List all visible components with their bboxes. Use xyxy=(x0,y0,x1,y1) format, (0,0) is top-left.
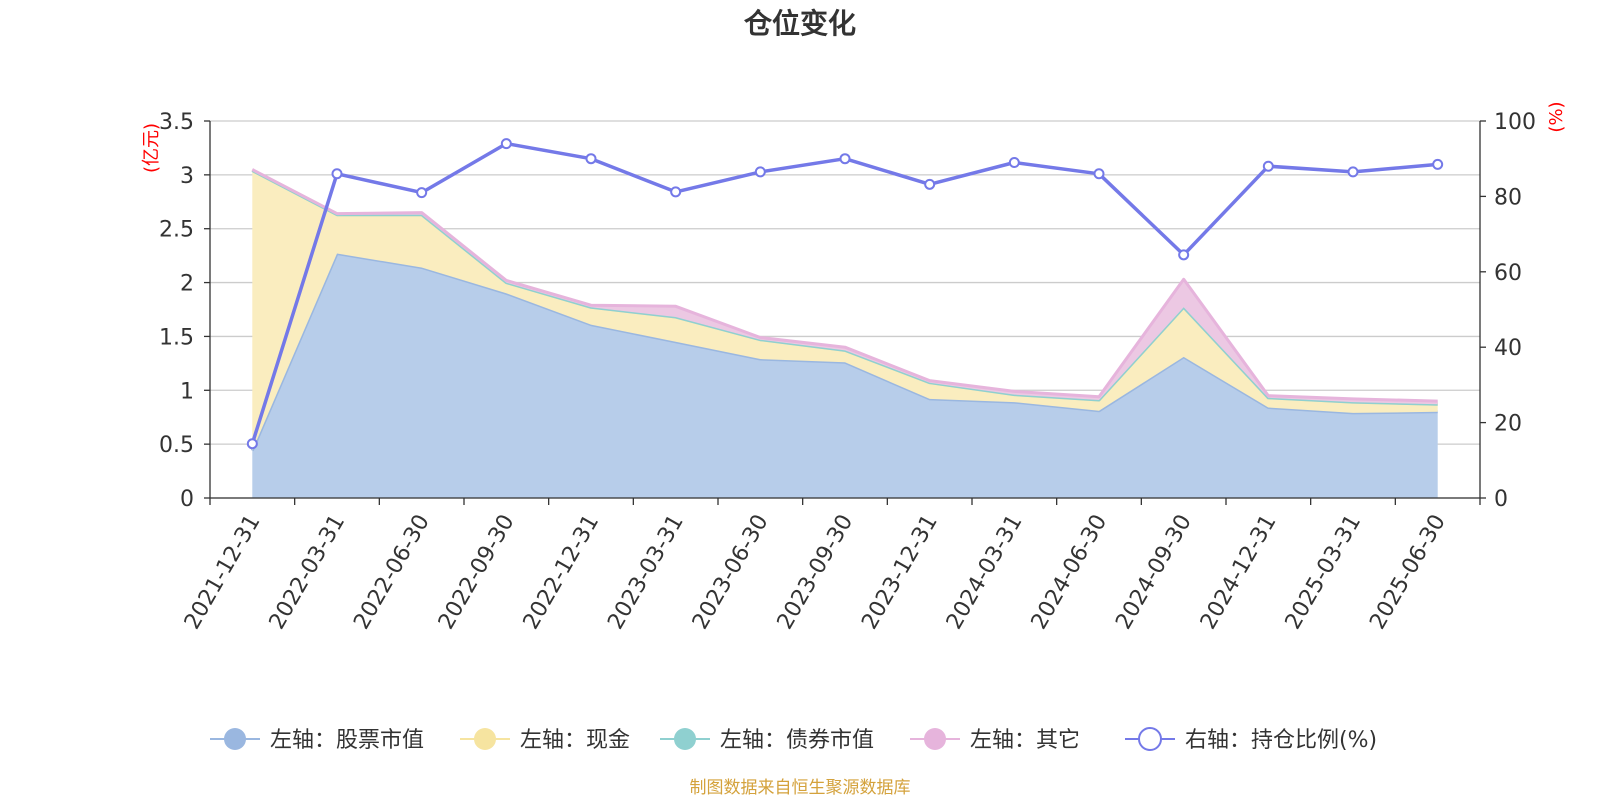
legend-marker xyxy=(224,728,246,750)
legend-marker xyxy=(924,728,946,750)
left-tick-label: 1.5 xyxy=(159,325,194,350)
legend: 左轴：股票市值 左轴：现金 左轴：债券市值 左轴：其它 右轴：持仓比例(%) xyxy=(210,727,1377,753)
left-tick-label: 2.5 xyxy=(159,218,194,243)
legend-marker xyxy=(474,728,496,750)
x-tick-label: 2022-09-30 xyxy=(434,511,520,634)
right-axis-unit: (%) xyxy=(1546,101,1567,132)
x-tick-label: 2025-03-31 xyxy=(1281,511,1367,634)
right-tick-label: 60 xyxy=(1494,261,1522,286)
right-tick-label: 40 xyxy=(1494,336,1522,361)
area-左轴：股票市值 xyxy=(252,253,1438,498)
x-tick-label: 2024-09-30 xyxy=(1111,511,1197,634)
legend-label: 右轴：持仓比例(%) xyxy=(1185,728,1377,753)
x-tick-label: 2024-03-31 xyxy=(942,511,1028,634)
x-tick-label: 2023-06-30 xyxy=(688,511,774,634)
ratio-point xyxy=(754,166,766,178)
left-tick-label: 0 xyxy=(180,487,194,512)
x-tick-label: 2023-03-31 xyxy=(603,511,689,634)
chart-title: 仓位变化 xyxy=(744,7,856,40)
legend-label: 左轴：债券市值 xyxy=(720,728,874,753)
ratio-point xyxy=(585,153,597,165)
ratio-point xyxy=(670,186,682,198)
ratio-point xyxy=(246,438,258,450)
legend-marker xyxy=(1138,727,1162,751)
left-tick-label: 0.5 xyxy=(159,433,194,458)
ratio-point xyxy=(1178,249,1190,261)
legend-label: 左轴：其它 xyxy=(970,728,1080,753)
x-tick-label: 2022-06-30 xyxy=(349,511,435,634)
ratio-point xyxy=(1008,156,1020,168)
ratio-point xyxy=(500,138,512,150)
legend-label: 左轴：现金 xyxy=(520,728,630,753)
left-tick-label: 2 xyxy=(180,272,194,297)
x-tick-label: 2023-12-31 xyxy=(857,511,943,634)
area-edge-左轴：其它 xyxy=(251,168,1438,403)
x-tick-label: 2021-12-31 xyxy=(180,511,266,634)
holding-ratio-line xyxy=(246,138,1444,450)
legend-marker xyxy=(674,728,696,750)
ratio-point xyxy=(1347,166,1359,178)
source-note: 制图数据来自恒生聚源数据库 xyxy=(690,778,911,798)
left-tick-label: 3.5 xyxy=(159,110,194,135)
area-左轴：现金 xyxy=(252,170,1438,451)
left-tick-label: 1 xyxy=(180,379,194,404)
area-左轴：其它 xyxy=(252,169,1438,405)
ratio-point xyxy=(839,153,851,165)
ratio-point xyxy=(331,168,343,180)
ratio-point xyxy=(1262,160,1274,172)
right-tick-label: 0 xyxy=(1494,487,1508,512)
x-tick-label: 2022-12-31 xyxy=(519,511,605,634)
x-tick-label: 2023-09-30 xyxy=(773,511,859,634)
right-tick-label: 20 xyxy=(1494,412,1522,437)
x-tick-label: 2024-12-31 xyxy=(1196,511,1282,634)
right-tick-label: 80 xyxy=(1494,185,1522,210)
left-axis-unit: (亿元) xyxy=(141,123,162,173)
legend-label: 左轴：股票市值 xyxy=(270,728,424,753)
left-tick-label: 3 xyxy=(180,164,194,189)
ratio-point xyxy=(1093,168,1105,180)
x-tick-label: 2022-03-31 xyxy=(265,511,351,634)
x-tick-label: 2025-06-30 xyxy=(1365,511,1451,634)
right-tick-label: 100 xyxy=(1494,110,1536,135)
x-tick-label: 2024-06-30 xyxy=(1027,511,1113,634)
ratio-point xyxy=(1432,158,1444,170)
stacked-areas xyxy=(250,168,1438,498)
ratio-point xyxy=(924,178,936,190)
ratio-point xyxy=(416,187,428,199)
